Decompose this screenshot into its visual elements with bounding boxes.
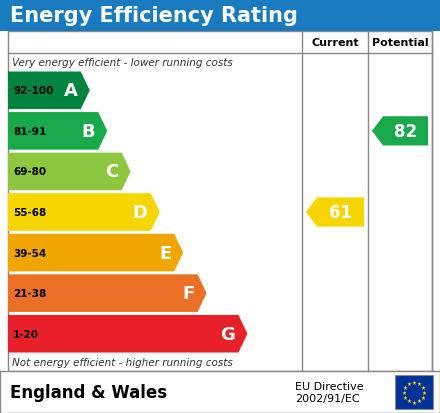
Text: 92-100: 92-100 [13, 86, 53, 96]
Text: 69-80: 69-80 [13, 167, 46, 177]
Text: 39-54: 39-54 [13, 248, 46, 258]
Text: ★: ★ [411, 399, 416, 404]
Polygon shape [8, 194, 160, 231]
Text: ★: ★ [403, 385, 408, 389]
Bar [0, 371, 440, 413]
Text: A: A [64, 82, 78, 100]
Text: 55-68: 55-68 [13, 207, 46, 218]
Text: 2002/91/EC: 2002/91/EC [295, 393, 359, 403]
Text: Energy Efficiency Rating: Energy Efficiency Rating [10, 6, 298, 26]
Bar [395, 375, 433, 409]
Polygon shape [8, 315, 247, 353]
Polygon shape [8, 153, 131, 191]
Text: ★: ★ [420, 385, 425, 389]
Text: ★: ★ [403, 394, 408, 399]
Text: E: E [159, 244, 171, 262]
Polygon shape [8, 72, 90, 110]
Bar [0, 0, 440, 32]
Text: ★: ★ [417, 398, 422, 403]
Text: England & Wales: England & Wales [10, 383, 167, 401]
Text: ★: ★ [422, 389, 426, 394]
Text: ★: ★ [402, 389, 407, 394]
Text: EU Directive: EU Directive [295, 381, 363, 391]
Text: ★: ★ [407, 398, 411, 403]
Text: Very energy efficient - lower running costs: Very energy efficient - lower running co… [12, 57, 233, 67]
Text: 21-38: 21-38 [13, 288, 46, 299]
Text: Current: Current [311, 38, 359, 48]
Polygon shape [8, 275, 206, 312]
Bar [8, 32, 432, 371]
Text: ★: ★ [411, 380, 416, 385]
Text: G: G [220, 325, 235, 343]
Text: D: D [133, 204, 148, 221]
Text: Not energy efficient - higher running costs: Not energy efficient - higher running co… [12, 358, 233, 368]
Text: ★: ★ [417, 381, 422, 386]
Text: 61: 61 [329, 204, 352, 221]
Text: 81-91: 81-91 [13, 126, 46, 137]
Polygon shape [8, 234, 183, 272]
Text: ★: ★ [407, 381, 411, 386]
Text: B: B [82, 123, 95, 140]
Polygon shape [306, 198, 364, 227]
Text: ★: ★ [420, 394, 425, 399]
Text: 1-20: 1-20 [13, 329, 39, 339]
Text: 82: 82 [394, 123, 417, 140]
Text: F: F [182, 285, 194, 302]
Text: Potential: Potential [372, 38, 428, 48]
Polygon shape [372, 117, 428, 146]
Polygon shape [8, 113, 107, 150]
Text: C: C [106, 163, 119, 181]
